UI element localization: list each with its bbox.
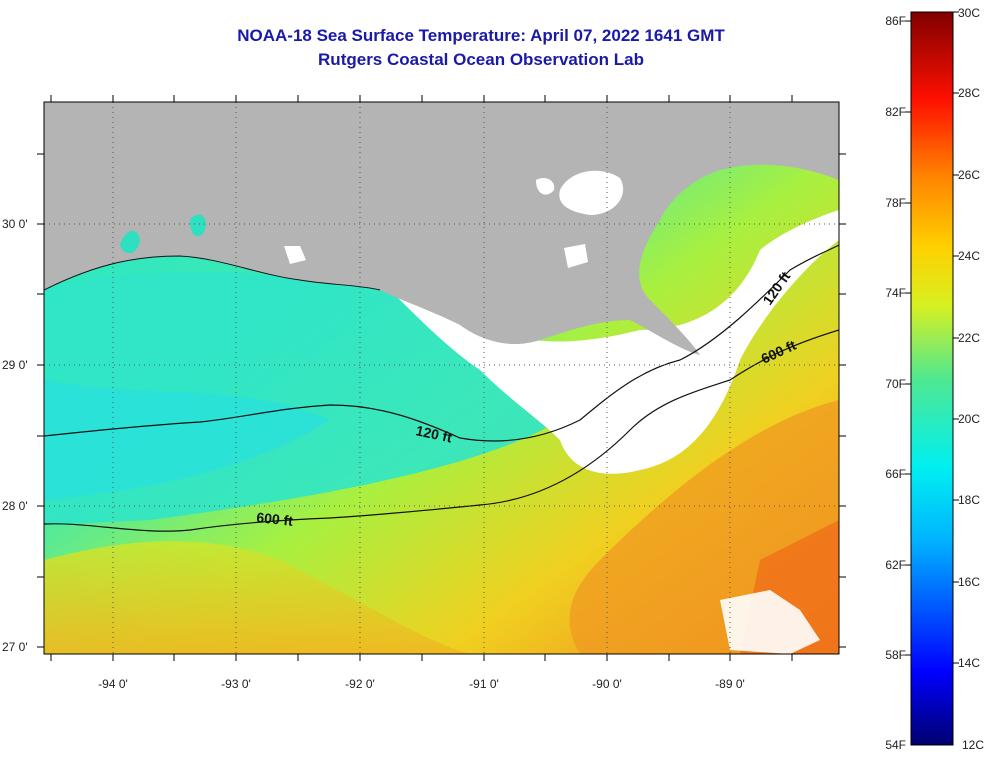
contour-label-120ft-west: 120 ft (414, 422, 453, 445)
colorbar-label-74f: 74F (885, 286, 906, 300)
colorbar-label-78f: 78F (885, 196, 906, 210)
lon-label-94: -94 0' (98, 677, 128, 691)
colorbar-label-82f: 82F (885, 105, 906, 119)
lon-label-92: -92 0' (345, 677, 375, 691)
coastline-stroke (44, 255, 381, 291)
lake-maurepas (536, 178, 555, 195)
lat-label-27: 27 0' (2, 640, 28, 654)
colorbar-label-30c: 30C (958, 6, 980, 20)
colorbar (910, 11, 954, 746)
colorbar-ticks (905, 11, 959, 664)
colorbar-label-26c: 26C (958, 168, 980, 182)
colorbar-label-24c: 24C (958, 249, 980, 263)
colorbar-label-66f: 66F (885, 467, 906, 481)
map-title: NOAA-18 Sea Surface Temperature: April 0… (237, 26, 725, 45)
sabine-lake (120, 230, 140, 254)
cloud-cover (380, 210, 839, 474)
lon-label-91: -91 0' (469, 677, 499, 691)
map-subtitle: Rutgers Coastal Ocean Observation Lab (318, 50, 644, 69)
contour-600ft (44, 329, 839, 532)
colorbar-label-12c: 12C (962, 738, 984, 752)
colorbar-label-14c: 14C (958, 656, 980, 670)
graticule (44, 102, 839, 654)
lat-label-30: 30 0' (2, 217, 28, 231)
lon-label-89: -89 0' (715, 677, 745, 691)
cloud-cover-south (720, 590, 820, 654)
colorbar-label-20c: 20C (958, 412, 980, 426)
calcasieu-lake (190, 214, 206, 237)
lon-label-93: -93 0' (221, 677, 251, 691)
colorbar-label-62f: 62F (885, 558, 906, 572)
map-frame (43, 101, 840, 655)
colorbar-label-70f: 70F (885, 377, 906, 391)
lake-pontchartrain (559, 170, 624, 215)
colorbar-label-16c: 16C (958, 575, 980, 589)
contour-label-600ft-west: 600 ft (256, 509, 294, 529)
lon-label-90: -90 0' (592, 677, 622, 691)
colorbar-label-58f: 58F (885, 648, 906, 662)
contour-120ft (44, 244, 839, 442)
warm-water-south (44, 541, 470, 654)
colorbar-label-54f: 54F (885, 738, 906, 752)
lat-label-28: 28 0' (2, 499, 28, 513)
coastline-land (44, 102, 839, 355)
colorbar-label-28c: 28C (958, 86, 980, 100)
inland-lake (564, 244, 588, 268)
cool-water-patch (44, 380, 330, 500)
colorbar-label-86f: 86F (885, 14, 906, 28)
white-lake (284, 246, 306, 264)
colorbar-label-22c: 22C (958, 331, 980, 345)
map-area (44, 102, 839, 654)
lat-label-29: 29 0' (2, 358, 28, 372)
colorbar-label-18c: 18C (958, 493, 980, 507)
axis-ticks (37, 95, 846, 661)
